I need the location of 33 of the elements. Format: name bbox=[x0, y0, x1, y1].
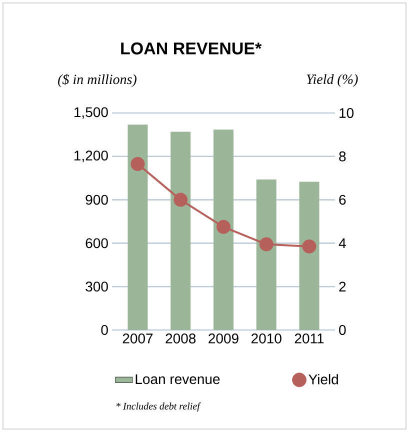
x-tick-label: 2008 bbox=[166, 334, 196, 344]
y-tick-label: 0 bbox=[101, 325, 108, 335]
bar bbox=[170, 132, 191, 330]
y-tick-label: 300 bbox=[86, 282, 108, 292]
point bbox=[130, 156, 145, 171]
bar bbox=[128, 124, 148, 330]
x-tick-label: 2007 bbox=[122, 334, 153, 344]
y-tick-label: 1,500 bbox=[74, 107, 108, 119]
text: * Includes debt relief bbox=[116, 402, 202, 412]
point bbox=[259, 237, 274, 252]
y2-axis-title: Yield (%) bbox=[306, 74, 358, 87]
chart-title: LOAN REVENUE* bbox=[121, 42, 262, 54]
legend-label: Loan revenue bbox=[136, 374, 220, 384]
bar bbox=[256, 180, 276, 330]
y2-tick-label: 8 bbox=[339, 151, 346, 162]
x-tick-label: 2010 bbox=[252, 334, 282, 344]
point bbox=[174, 192, 188, 207]
y2-tick-label: 4 bbox=[338, 238, 346, 248]
x-tick-label: 2009 bbox=[208, 334, 238, 344]
bar bbox=[213, 130, 234, 330]
y2-tick-label: 2 bbox=[339, 282, 346, 292]
legend-label: Yield bbox=[308, 374, 338, 384]
y-tick-label: 900 bbox=[86, 194, 108, 205]
y2-tick-label: 10 bbox=[340, 108, 354, 118]
y2-tick-label: 0 bbox=[339, 325, 346, 335]
y-tick-label: 1,200 bbox=[74, 150, 108, 162]
point bbox=[302, 239, 316, 254]
x-tick-label: 2011 bbox=[294, 334, 324, 344]
bar bbox=[299, 182, 320, 330]
y-axis-title: ($ in millions) bbox=[58, 74, 136, 88]
y2-tick-label: 6 bbox=[339, 194, 346, 205]
point bbox=[216, 220, 230, 234]
y-tick-label: 600 bbox=[86, 238, 108, 248]
